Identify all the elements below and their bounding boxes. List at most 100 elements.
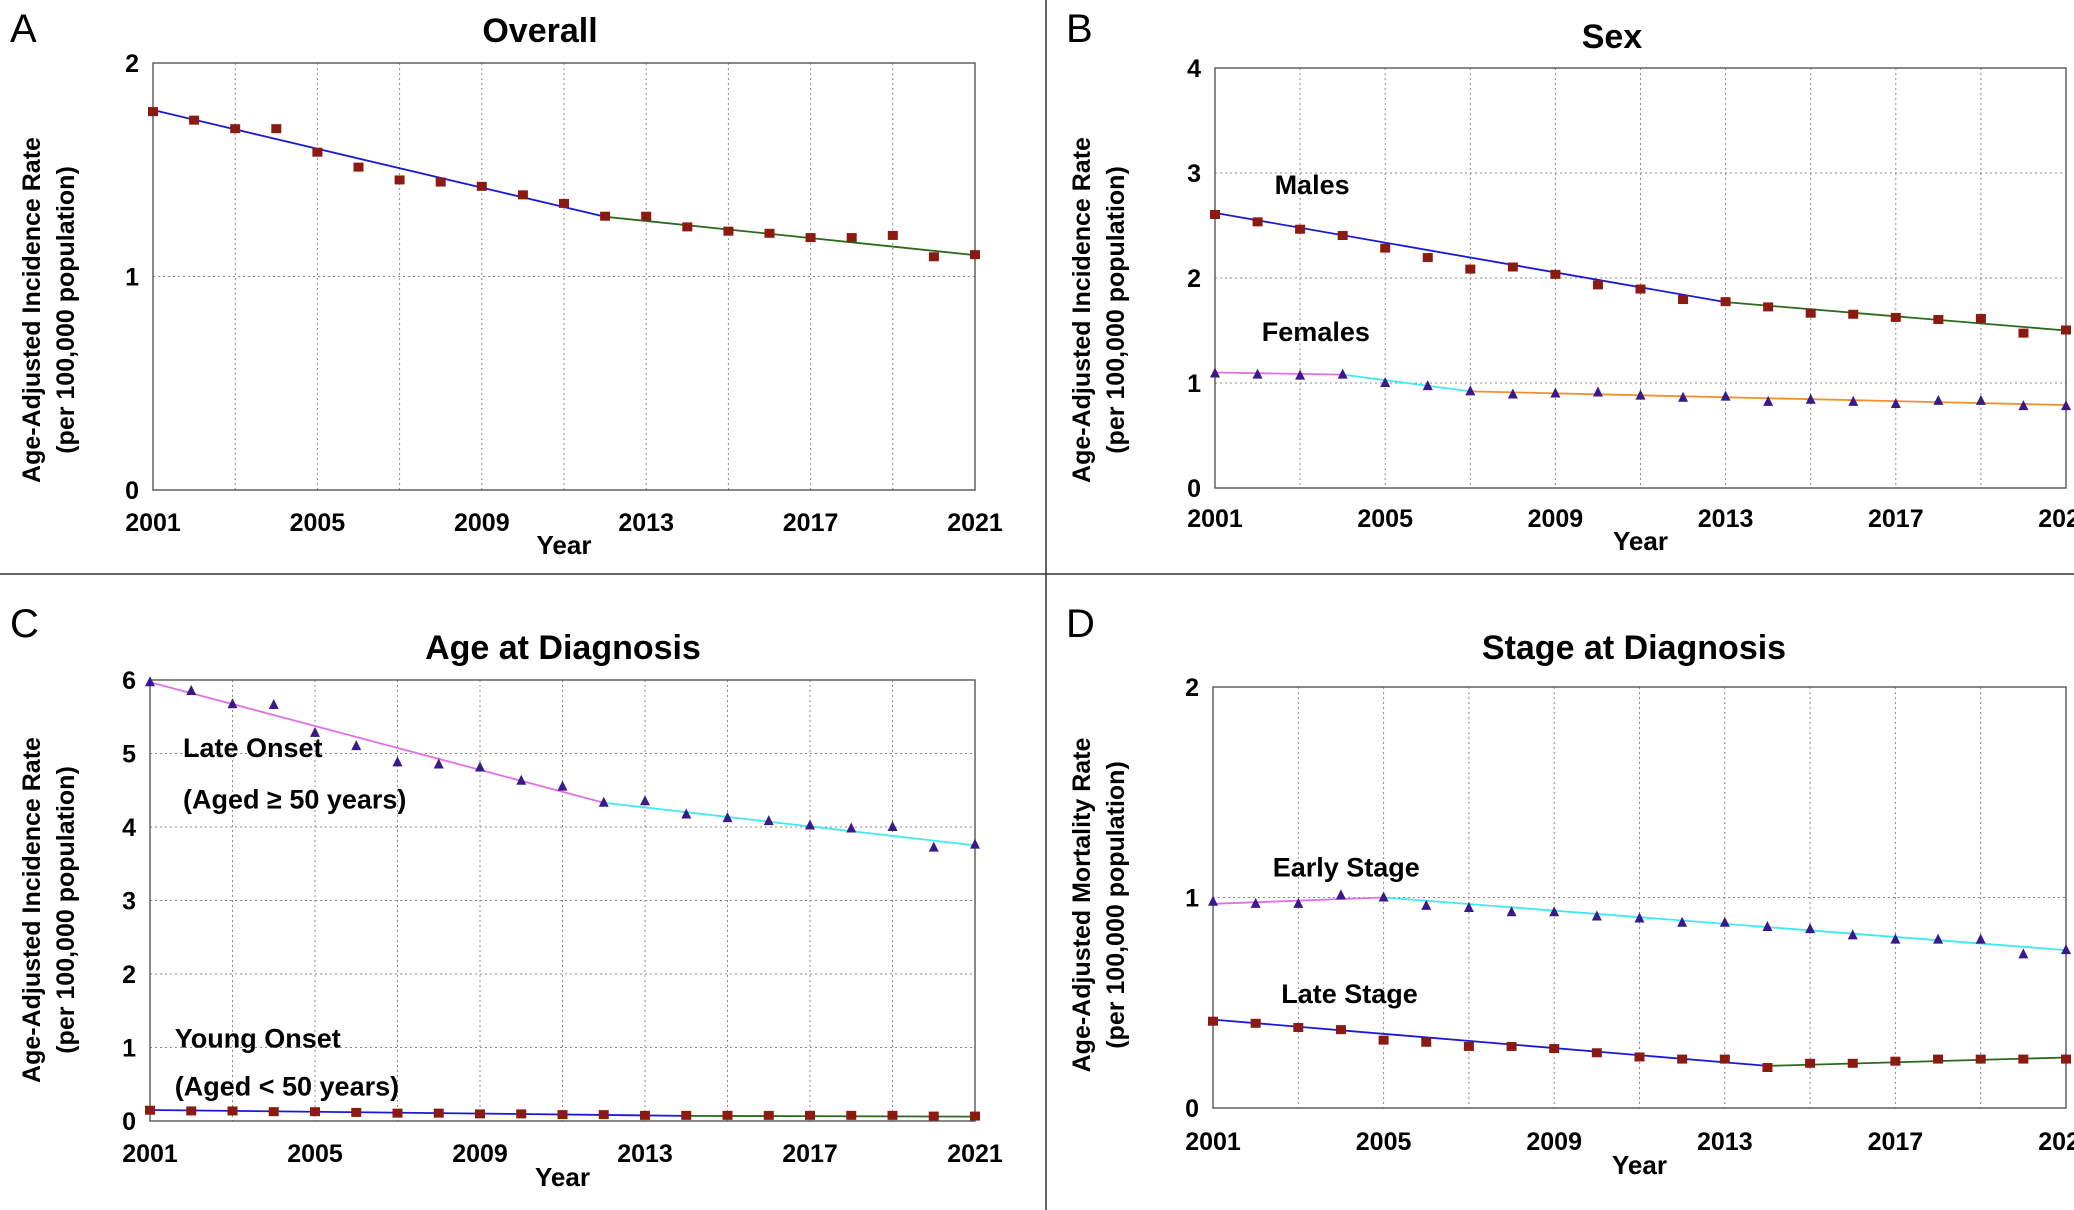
panel-stage-at-diagnosis: D Stage at Diagnosis 2001 2005 2009 2013 2017 2…: [1066, 602, 2074, 1180]
data-point: [846, 233, 857, 243]
data-point: [2018, 948, 2029, 959]
data-point: [1677, 916, 1688, 927]
data-point: [1678, 391, 1689, 402]
data-point: [1592, 280, 1603, 290]
x-tick-label: 2001: [1185, 1128, 1241, 1156]
series-early-stage: [1208, 889, 2071, 959]
data-point: [722, 812, 733, 823]
y-axis-label-line1: Age-Adjusted Incidence Rate: [18, 737, 46, 1083]
x-tick-label: 2005: [1357, 505, 1413, 533]
data-point: [475, 1109, 485, 1119]
data-point: [516, 1109, 527, 1119]
chart-title: Sex: [1582, 18, 1643, 56]
data-point: [1890, 312, 1901, 322]
chart-title: Stage at Diagnosis: [1482, 629, 1786, 667]
y-axis-label-line2: (per 100,000 population): [52, 766, 80, 1054]
data-point: [1933, 933, 1944, 944]
y-tick-label: 4: [1187, 55, 1201, 83]
data-point: [1463, 902, 1474, 913]
x-tick-label: 2001: [125, 509, 181, 537]
x-tick-label: 2017: [1868, 505, 1924, 533]
x-axis-label: Year: [1612, 1150, 1667, 1180]
data-point: [392, 1108, 403, 1118]
y-tick-label: 1: [1187, 370, 1201, 398]
y-tick-label: 1: [1185, 885, 1199, 913]
data-point: [268, 1107, 279, 1117]
chart-title: Overall: [482, 12, 597, 50]
data-point: [148, 107, 158, 117]
data-point: [1295, 224, 1306, 234]
data-point: [723, 226, 734, 236]
y-axis-label: Age-Adjusted Incidence Rate (per 100,000 …: [1068, 137, 1130, 483]
data-point: [1210, 210, 1220, 219]
data-point: [763, 1110, 774, 1120]
data-point: [598, 796, 609, 807]
y-axis-label-line1: Age-Adjusted Mortality Rate: [1068, 738, 1096, 1073]
data-point: [145, 676, 155, 687]
data-point: [1805, 393, 1816, 404]
x-tick-label: 2021: [2038, 1128, 2074, 1156]
data-point: [682, 222, 693, 232]
data-point: [928, 841, 939, 852]
series-females: [1210, 367, 2071, 411]
data-point: [1933, 1054, 1944, 1064]
data-point: [1507, 262, 1518, 272]
panel-letter: D: [1066, 602, 1095, 646]
y-axis-label-line2: (per 100,000 population): [52, 166, 80, 454]
trend-segment: [603, 801, 976, 847]
y-axis-label: Age-Adjusted Mortality Rate (per 100,000 …: [1068, 738, 1130, 1073]
data-point: [600, 211, 611, 221]
data-point: [2061, 1054, 2071, 1064]
annotation-early-stage: Early Stage: [1273, 852, 1420, 882]
x-tick-label: 2017: [782, 1140, 838, 1168]
y-tick-label: 0: [122, 1108, 136, 1136]
data-point: [1550, 269, 1561, 279]
plot-frame: [149, 679, 976, 1122]
y-tick-label: 0: [1187, 475, 1201, 503]
data-point: [1378, 891, 1389, 902]
plot-frame: [152, 62, 976, 491]
data-point: [887, 230, 898, 240]
data-point: [1208, 895, 1218, 906]
data-point: [764, 228, 775, 238]
data-point: [1295, 369, 1306, 380]
data-point: [310, 726, 320, 737]
annotation-aged-50-years: (Aged ≥ 50 years): [183, 785, 406, 815]
data-point: [1805, 308, 1816, 318]
annotation-late-stage: Late Stage: [1281, 979, 1418, 1009]
x-tick-label: 2021: [947, 1140, 1003, 1168]
x-tick-label: 2001: [122, 1140, 178, 1168]
data-point: [846, 1110, 857, 1120]
x-tick-label: 2009: [1528, 505, 1584, 533]
x-axis-label: Year: [1613, 526, 1668, 556]
data-point: [310, 1107, 320, 1117]
data-point: [805, 233, 816, 243]
data-point: [1252, 217, 1263, 227]
data-point: [1335, 1025, 1346, 1035]
data-point: [1507, 388, 1518, 399]
data-point: [928, 1111, 939, 1121]
data-point: [189, 115, 200, 125]
x-tick-label: 2005: [290, 509, 346, 537]
annotation-males: Males: [1275, 170, 1350, 200]
x-tick-label: 2005: [1356, 1128, 1412, 1156]
data-point: [186, 685, 197, 696]
data-point: [1975, 1054, 1986, 1064]
data-point: [271, 124, 282, 134]
y-tick-label: 1: [122, 1035, 136, 1063]
data-point: [681, 1110, 692, 1120]
data-point: [1975, 933, 1986, 944]
data-point: [351, 1107, 362, 1117]
x-tick-label: 2021: [2038, 505, 2074, 533]
data-point: [1805, 923, 1816, 934]
data-point: [2018, 328, 2029, 338]
data-point: [1506, 1041, 1517, 1051]
trend-segment: [152, 109, 606, 218]
series-late-stage: [1208, 1016, 2071, 1073]
y-tick-label: 0: [125, 477, 139, 505]
data-point: [970, 838, 980, 849]
data-point: [1677, 1054, 1688, 1064]
data-point: [1805, 1058, 1816, 1068]
